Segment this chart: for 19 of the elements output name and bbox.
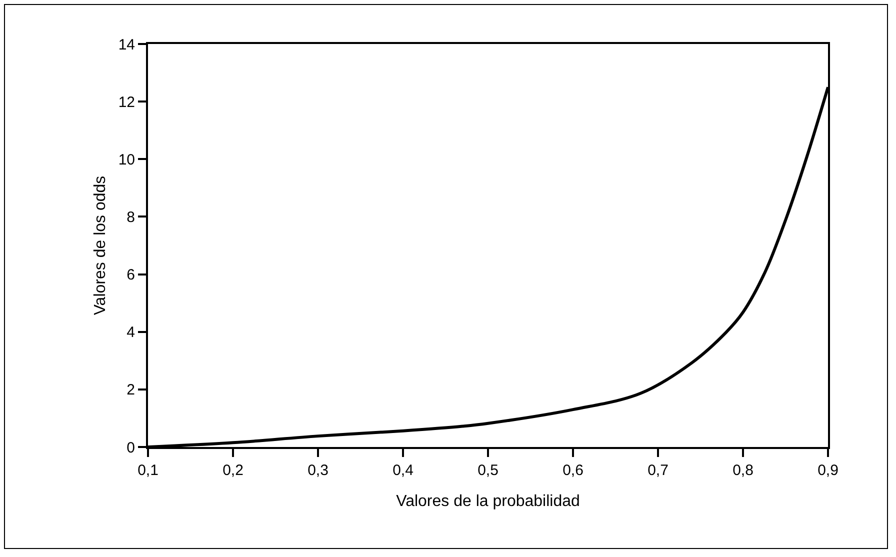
y-tick-label: 14 [118,36,135,54]
y-axis-title: Valores de los odds [92,176,109,316]
x-tick-label: 0,1 [138,462,158,479]
x-tick-label: 0,3 [308,462,328,479]
y-tick-label: 10 [118,151,135,168]
x-tick-label: 0,4 [392,462,414,479]
x-tick-label: 0,5 [478,462,498,479]
x-tick-label: 0,7 [648,462,668,479]
y-tick-label: 4 [126,324,135,342]
x-axis-title: Valores de la probabilidad [396,493,580,510]
x-tick-label: 0,2 [222,462,244,479]
y-tick-label: 8 [126,208,135,226]
x-tick-label: 0,6 [562,462,584,479]
x-tick-label: 0,9 [818,462,838,479]
y-tick-label: 0 [126,439,135,456]
x-tick-label: 0,8 [732,462,754,479]
y-tick-label: 12 [118,94,135,111]
y-tick-label: 6 [126,266,135,284]
y-tick-label: 2 [126,382,135,399]
